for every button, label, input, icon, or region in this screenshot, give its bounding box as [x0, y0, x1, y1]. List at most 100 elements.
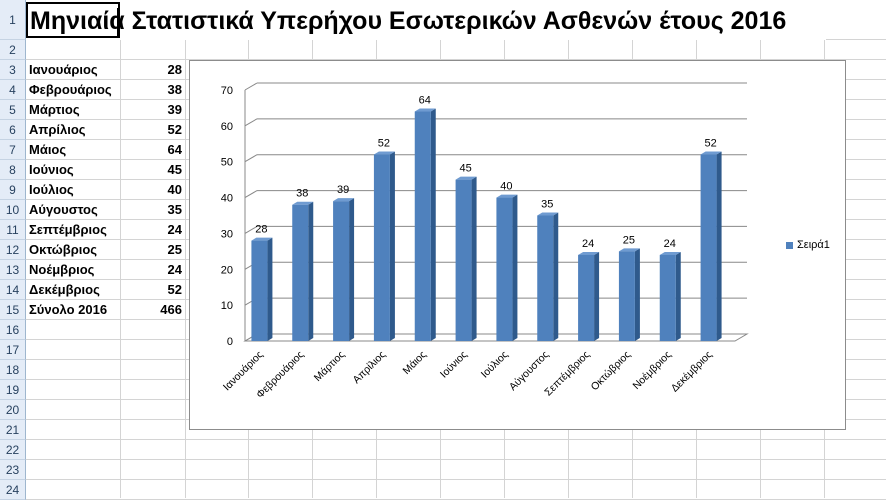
row-header[interactable]: 10 — [0, 200, 26, 220]
data-label: 24 — [582, 238, 594, 250]
bar-chart[interactable]: 0 10 20 30 40 50 60 70 28 Ιανουάριος 38 Φεβρουάριος… — [189, 60, 846, 430]
row-header[interactable]: 9 — [0, 180, 26, 200]
row-header[interactable]: 2 — [0, 40, 26, 60]
grid-row-line — [26, 439, 886, 440]
chart-canvas: 01020304050607028Ιανουάριος38Φεβρουάριος… — [221, 82, 749, 401]
row-header[interactable]: 17 — [0, 340, 26, 360]
row-header[interactable]: 1 — [0, 0, 26, 40]
legend-label: Σειρά1 — [797, 239, 830, 251]
grid-row-line — [26, 459, 886, 460]
bar — [578, 254, 595, 341]
month-cell[interactable]: Ιούνιος — [29, 162, 74, 177]
bar — [292, 204, 309, 341]
bar-side — [389, 151, 395, 341]
bar-side — [349, 198, 355, 341]
grid-diagonal — [244, 190, 258, 199]
bar-side — [471, 176, 477, 341]
grid-diagonal — [244, 225, 258, 234]
value-cell[interactable]: 45 — [167, 162, 182, 177]
month-cell[interactable]: Σεπτέμβριος — [29, 222, 107, 237]
row-header[interactable]: 15 — [0, 300, 26, 320]
bar-side — [267, 237, 273, 341]
value-cell[interactable]: 64 — [167, 142, 182, 157]
y-tick-label: 50 — [221, 157, 233, 169]
row-header[interactable]: 13 — [0, 260, 26, 280]
row-header[interactable]: 7 — [0, 140, 26, 160]
value-cell[interactable]: 35 — [167, 202, 182, 217]
y-tick-label: 0 — [227, 336, 233, 348]
data-label: 39 — [337, 184, 349, 196]
value-cell[interactable]: 40 — [167, 182, 182, 197]
data-label: 52 — [378, 138, 390, 150]
month-cell[interactable]: Μάρτιος — [29, 102, 80, 117]
row-header[interactable]: 5 — [0, 100, 26, 120]
value-cell[interactable]: 466 — [160, 302, 182, 317]
data-label: 28 — [255, 224, 267, 236]
grid-diagonal — [244, 154, 258, 163]
month-cell[interactable]: Αύγουστος — [29, 202, 98, 217]
row-header[interactable]: 8 — [0, 160, 26, 180]
month-cell[interactable]: Σύνολο 2016 — [29, 302, 108, 317]
row-header[interactable]: 22 — [0, 440, 26, 460]
value-cell[interactable]: 39 — [167, 102, 182, 117]
row-header[interactable]: 12 — [0, 240, 26, 260]
bar-side — [308, 201, 314, 341]
row-header[interactable]: 18 — [0, 360, 26, 380]
month-cell[interactable]: Οκτώβριος — [29, 242, 98, 257]
grid-row-line — [26, 59, 886, 60]
row-header[interactable]: 21 — [0, 420, 26, 440]
grid-diagonal — [244, 82, 258, 91]
month-cell[interactable]: Μάιος — [29, 142, 67, 157]
row-header[interactable]: 6 — [0, 120, 26, 140]
row-header[interactable]: 11 — [0, 220, 26, 240]
value-cell[interactable]: 24 — [167, 222, 182, 237]
bar-top — [292, 201, 314, 205]
month-cell[interactable]: Απρίλιος — [29, 122, 86, 137]
bar — [618, 251, 635, 341]
title-cell[interactable] — [26, 0, 826, 40]
row-header[interactable]: 16 — [0, 320, 26, 340]
bar-side — [594, 251, 600, 341]
value-cell[interactable]: 25 — [167, 242, 182, 257]
x-tick-label: Μάρτιος — [312, 349, 347, 384]
value-cell[interactable]: 24 — [167, 262, 182, 277]
row-header[interactable]: 23 — [0, 460, 26, 480]
value-cell[interactable]: 38 — [167, 82, 182, 97]
value-cell[interactable]: 52 — [167, 122, 182, 137]
bar — [333, 201, 350, 341]
row-header[interactable]: 24 — [0, 480, 26, 500]
x-tick-label: Δεκέμβριος — [669, 349, 715, 395]
month-cell[interactable]: Νοέμβριος — [29, 262, 95, 277]
bar-side — [716, 151, 722, 341]
month-cell[interactable]: Ιανουάριος — [29, 62, 98, 77]
data-label: 25 — [623, 234, 635, 246]
data-label: 24 — [664, 238, 676, 250]
x-tick-label: Οκτώβριος — [589, 349, 633, 393]
value-cell[interactable]: 28 — [167, 62, 182, 77]
y-tick-label: 30 — [221, 228, 233, 240]
row-header[interactable]: 20 — [0, 400, 26, 420]
bar — [496, 197, 513, 341]
month-cell[interactable]: Ιούλιος — [29, 182, 74, 197]
data-label: 40 — [500, 181, 512, 193]
bar-top — [537, 212, 559, 216]
selected-cell-a1[interactable] — [26, 2, 120, 38]
bar-top — [414, 108, 436, 112]
bar-top — [373, 151, 395, 155]
y-tick-label: 40 — [221, 193, 233, 205]
bar-top — [700, 151, 722, 155]
bar-top — [455, 176, 477, 180]
text-cursor — [117, 8, 119, 38]
value-cell[interactable]: 52 — [167, 282, 182, 297]
y-tick-label: 10 — [221, 300, 233, 312]
month-cell[interactable]: Φεβρουάριος — [29, 82, 112, 97]
month-cell[interactable]: Δεκέμβριος — [29, 282, 100, 297]
row-header[interactable]: 3 — [0, 60, 26, 80]
sheet-title: Μηνιαία Στατιστικά Υπερήχου Εσωτερικών Α… — [30, 7, 787, 35]
row-header[interactable]: 4 — [0, 80, 26, 100]
row-header[interactable]: 14 — [0, 280, 26, 300]
data-label: 64 — [419, 95, 431, 107]
x-tick-label: Ιούνιος — [438, 349, 470, 381]
row-header[interactable]: 19 — [0, 380, 26, 400]
grid-column-line — [120, 40, 121, 498]
